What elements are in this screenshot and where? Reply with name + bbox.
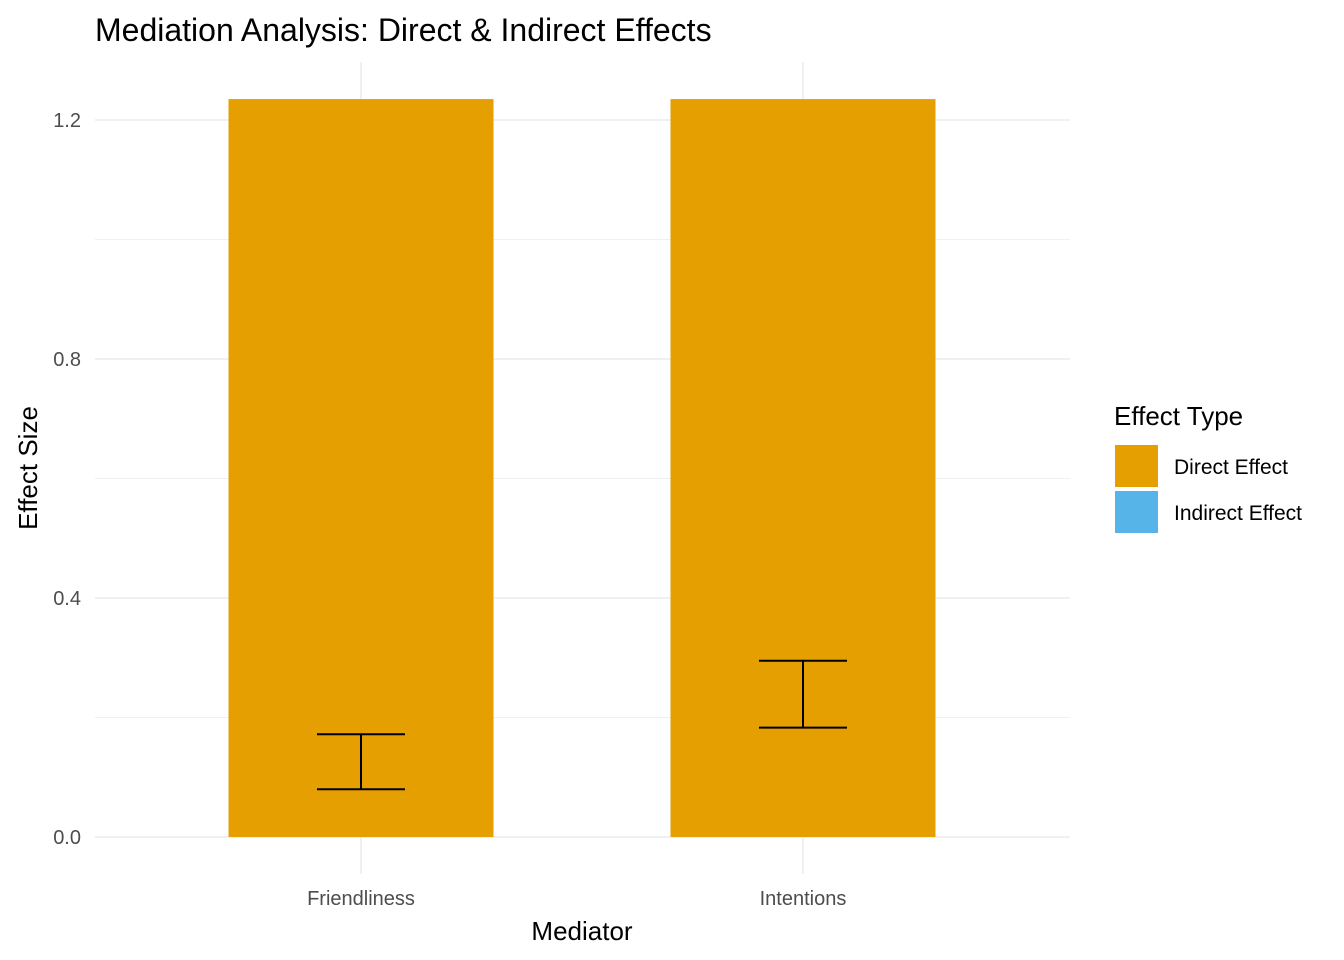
y-tick-label: 1.2 <box>53 110 81 132</box>
legend-label: Indirect Effect <box>1174 502 1302 525</box>
legend-title: Effect Type <box>1114 401 1243 431</box>
x-tick-label: Intentions <box>760 888 847 910</box>
bar-direct-effect <box>228 99 494 837</box>
y-axis-ticks: 0.0 0.4 0.8 1.2 <box>53 110 81 849</box>
x-axis-ticks: Friendliness Intentions <box>307 888 846 910</box>
error-bars <box>317 659 847 791</box>
bars <box>228 99 936 837</box>
legend-label: Direct Effect <box>1174 456 1288 479</box>
legend-key-direct-effect <box>1115 445 1158 487</box>
legend-key-indirect-effect <box>1115 491 1158 533</box>
x-axis-title: Mediator <box>531 916 632 946</box>
y-axis-title: Effect Size <box>13 406 43 530</box>
chart-title: Mediation Analysis: Direct & Indirect Ef… <box>95 12 712 48</box>
y-tick-label: 0.4 <box>53 588 81 610</box>
legend: Effect Type Direct Effect Indirect Effect <box>1114 401 1302 533</box>
x-tick-label: Friendliness <box>307 888 415 910</box>
y-tick-label: 0.8 <box>53 349 81 371</box>
y-tick-label: 0.0 <box>53 827 81 849</box>
